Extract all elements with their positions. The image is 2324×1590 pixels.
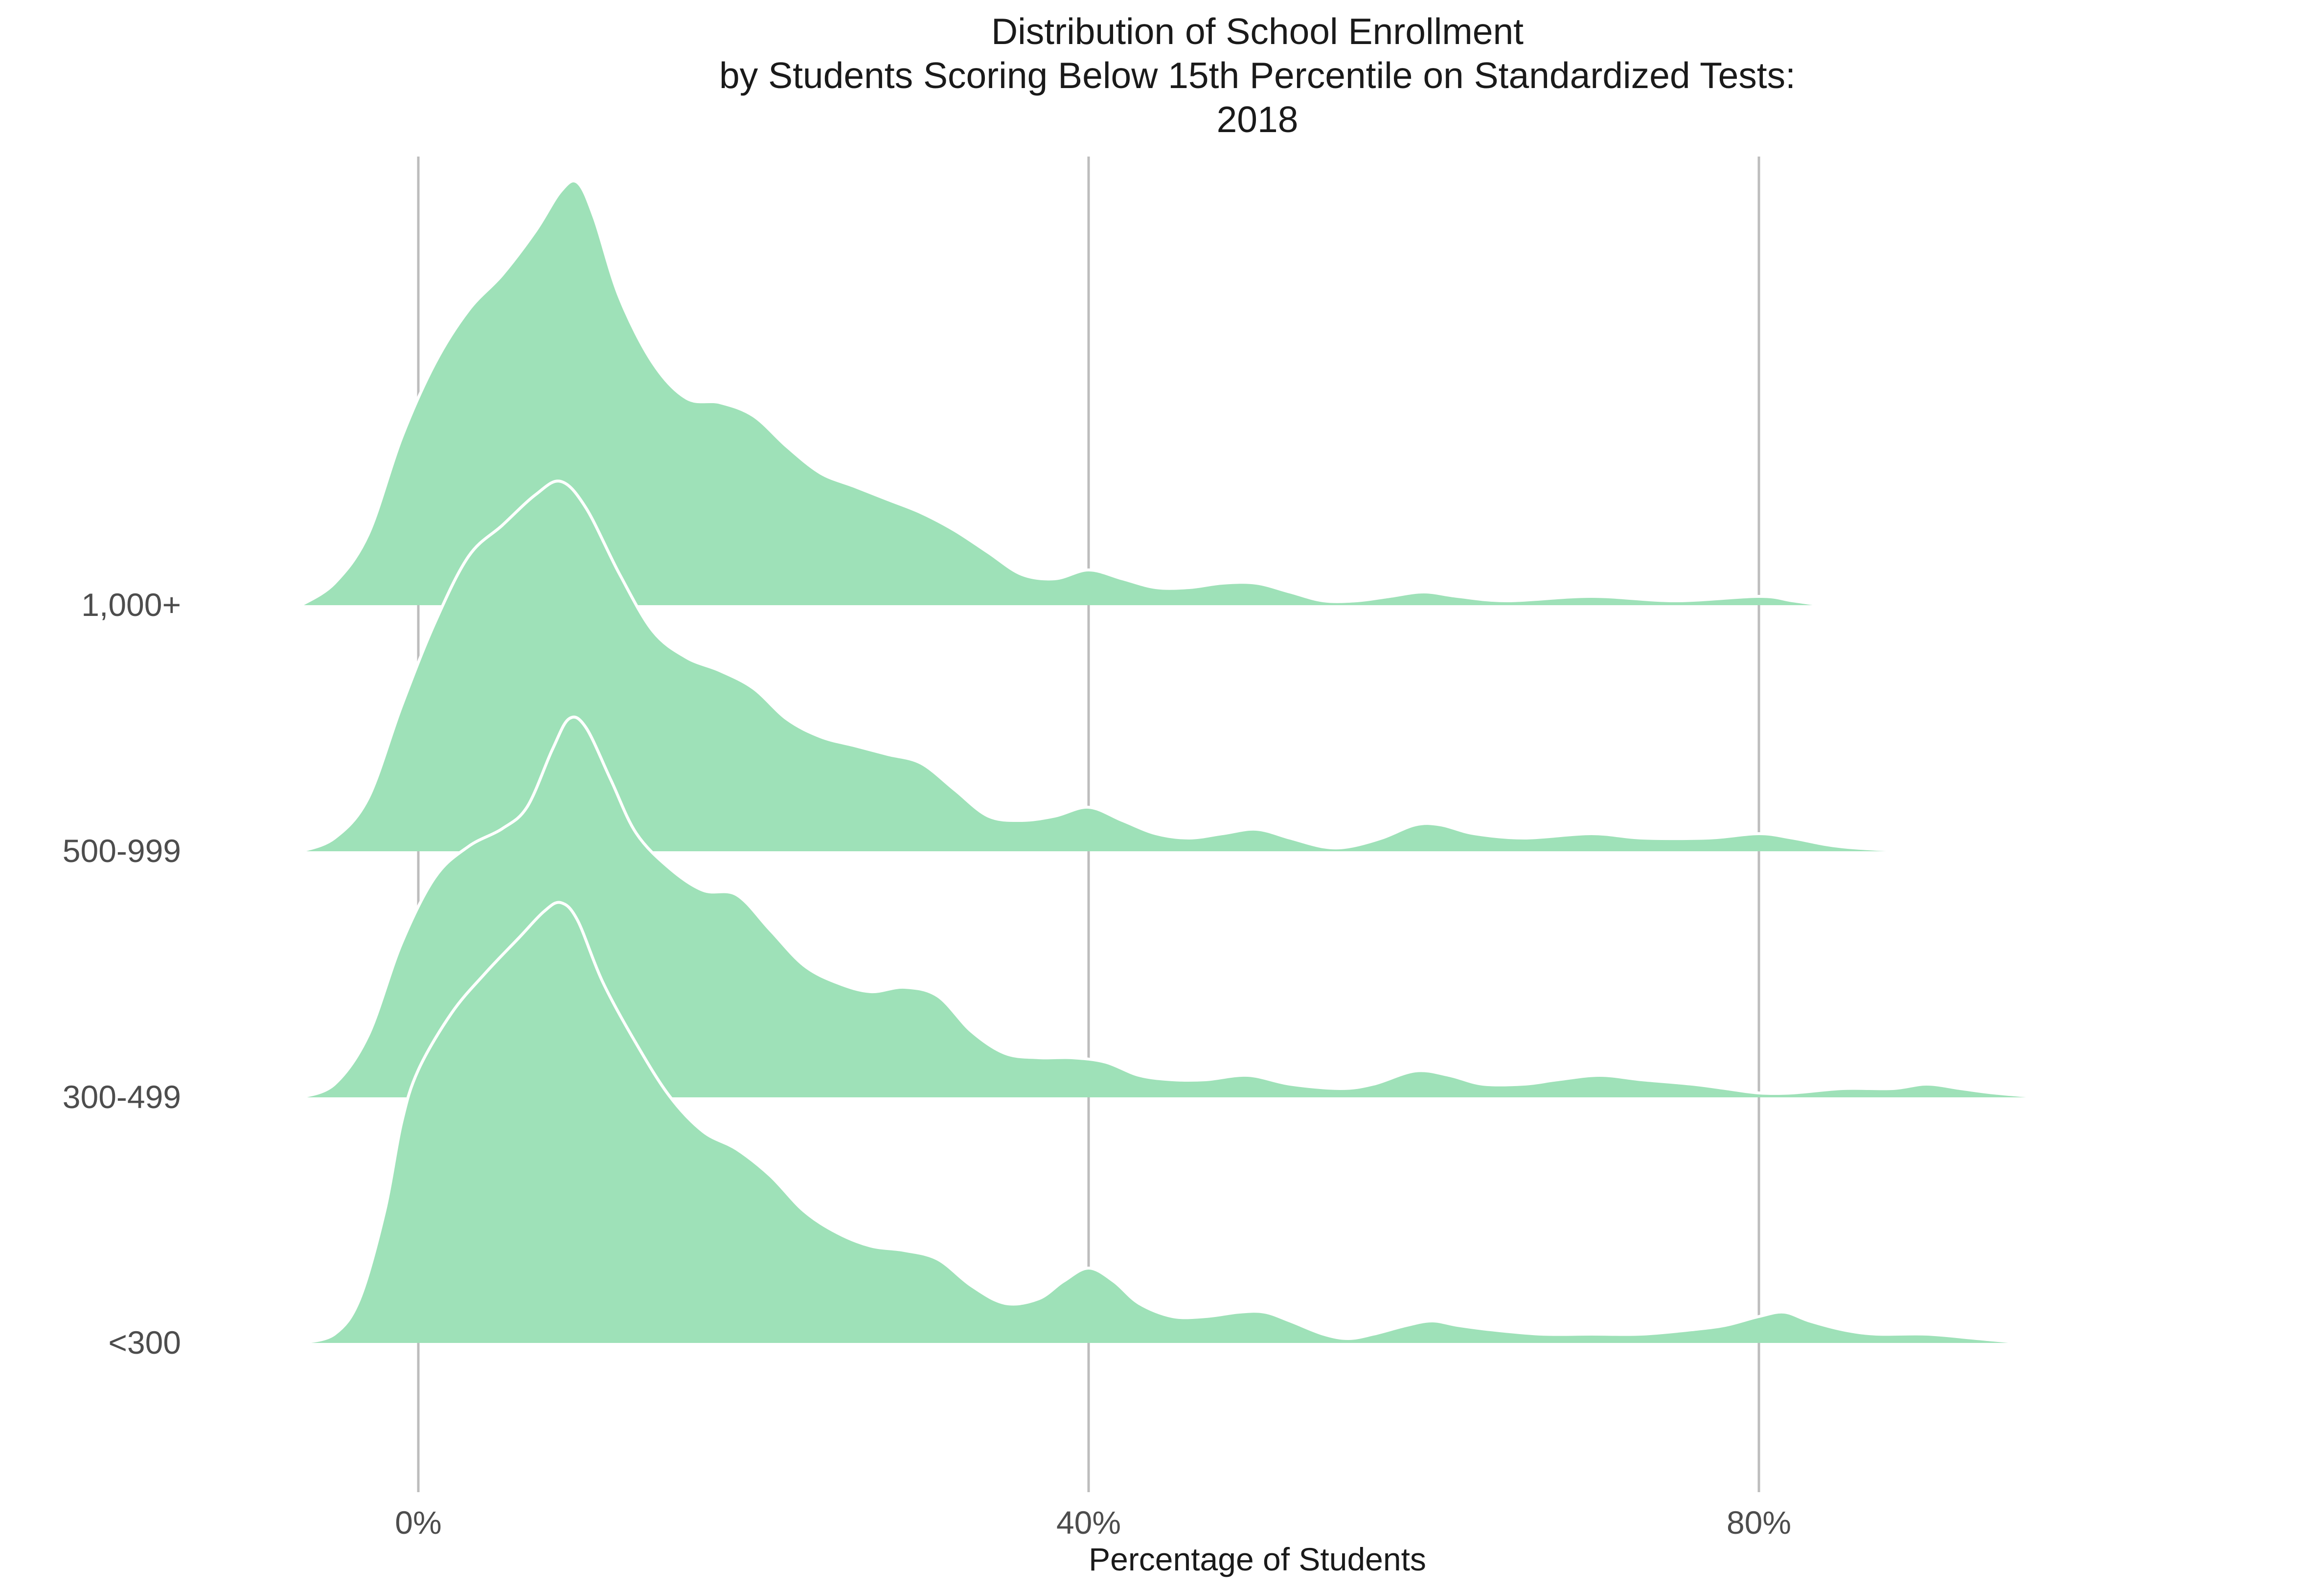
- ridge-outline: [300, 901, 2061, 1345]
- x-tick-label: 0%: [395, 1504, 441, 1541]
- ridge-fill: [301, 181, 1860, 606]
- x-tick-label: 40%: [1056, 1504, 1121, 1541]
- y-category-label: 500-999: [63, 833, 181, 869]
- y-category-label: 300-499: [63, 1079, 181, 1115]
- chart-title-line-2: by Students Scoring Below 15th Percentil…: [719, 55, 1796, 96]
- ridge-outline: [300, 179, 1860, 607]
- density-ridges: [300, 179, 2061, 1345]
- ridge-fill: [301, 717, 2044, 1097]
- x-tick-label: 80%: [1727, 1504, 1791, 1541]
- y-axis-labels: 1,000+ 500-999 300-499 <300: [63, 587, 181, 1361]
- ridge-outline: [300, 715, 2044, 1099]
- ridge-outline: [300, 479, 1994, 853]
- chart-title: Distribution of School Enrollment by Stu…: [719, 11, 1796, 140]
- ridge-fill: [301, 902, 2061, 1343]
- x-axis-title: Percentage of Students: [1089, 1541, 1426, 1577]
- x-axis-tick-labels: 0% 40% 80%: [395, 1504, 1791, 1541]
- chart-title-line-3: 2018: [1217, 99, 1299, 140]
- y-category-label: <300: [108, 1324, 181, 1361]
- chart-title-line-1: Distribution of School Enrollment: [991, 11, 1524, 52]
- ridge-fill: [301, 481, 1994, 852]
- y-category-label: 1,000+: [81, 587, 181, 623]
